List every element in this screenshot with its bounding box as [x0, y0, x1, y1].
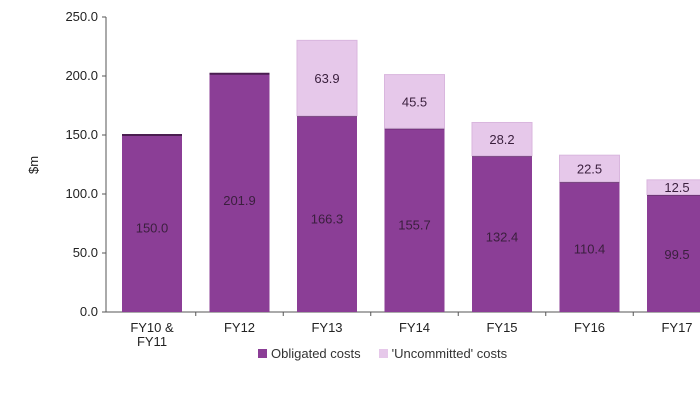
legend-item-obligated: Obligated costs	[258, 346, 361, 361]
legend: Obligated costs 'Uncommitted' costs	[258, 346, 507, 361]
x-tick-label: FY12	[224, 320, 255, 335]
x-tick-label: FY14	[399, 320, 430, 335]
data-label-obligated: 150.0	[136, 220, 169, 235]
legend-label-uncommitted: 'Uncommitted' costs	[392, 346, 508, 361]
y-tick-label: 250.0	[65, 9, 98, 24]
x-tick-label: FY15	[486, 320, 517, 335]
data-label-obligated: 110.4	[574, 241, 606, 256]
legend-item-uncommitted: 'Uncommitted' costs	[379, 346, 508, 361]
data-label-obligated: 155.7	[398, 217, 431, 232]
data-label-uncommitted: 63.9	[314, 71, 339, 86]
data-label-uncommitted: 45.5	[402, 94, 427, 109]
y-tick-label: 100.0	[65, 186, 98, 201]
y-axis-title: $m	[26, 156, 41, 174]
x-tick-label: FY17	[661, 320, 692, 335]
data-label-uncommitted: 12.5	[664, 180, 689, 195]
y-tick-label: 150.0	[65, 127, 98, 142]
x-tick-label: FY16	[574, 320, 605, 335]
y-tick-label: 200.0	[65, 68, 98, 83]
y-tick-label: 0.0	[80, 304, 98, 319]
data-label-uncommitted: 28.2	[489, 132, 514, 147]
legend-swatch-obligated	[258, 349, 267, 358]
bars	[122, 40, 700, 312]
data-label-uncommitted: 22.5	[577, 161, 602, 176]
data-label-obligated: 201.9	[223, 193, 256, 208]
x-tick-label: FY10 & FY11	[130, 320, 174, 349]
legend-swatch-uncommitted	[379, 349, 388, 358]
y-tick-label: 50.0	[73, 245, 98, 260]
data-label-obligated: 99.5	[664, 247, 689, 262]
data-label-obligated: 132.4	[486, 230, 519, 245]
data-label-obligated: 166.3	[311, 212, 344, 227]
legend-label-obligated: Obligated costs	[271, 346, 361, 361]
x-tick-label: FY13	[311, 320, 342, 335]
